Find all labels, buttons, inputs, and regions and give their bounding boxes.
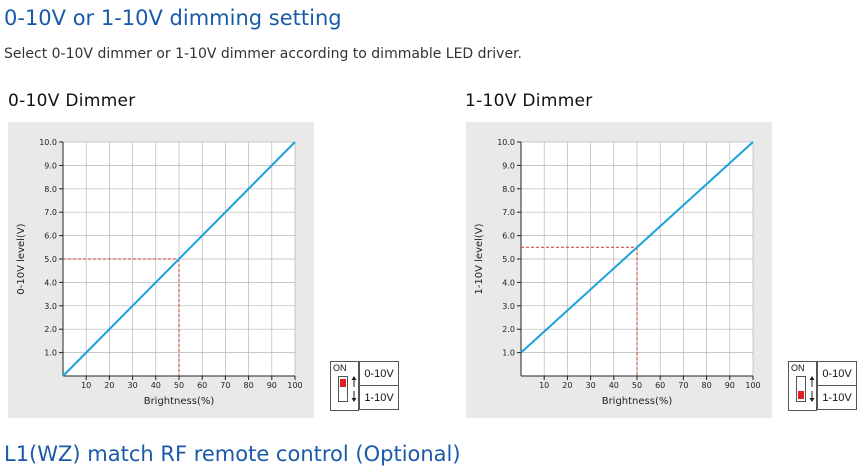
switch-track <box>796 376 806 402</box>
x-tick-label: 10 <box>81 381 91 390</box>
y-tick-label: 8.0 <box>44 185 57 194</box>
x-axis-label: Brightness(%) <box>602 396 673 407</box>
switch-knob <box>340 379 346 387</box>
y-tick-label: 1.0 <box>502 349 515 358</box>
y-tick-label: 10.0 <box>39 138 57 147</box>
x-tick-label: 40 <box>609 381 619 390</box>
x-tick-label: 30 <box>128 381 138 390</box>
y-tick-label: 3.0 <box>502 302 515 311</box>
switch-on-label: ON <box>791 363 805 373</box>
chart-title-1-10v: 1-10V Dimmer <box>465 91 593 111</box>
x-tick-label: 20 <box>562 381 572 390</box>
dip-switch-1-10v: ON 0-10V 1-10V <box>786 361 857 412</box>
chart-0-10v: 1.0 2.0 3.0 4.0 5.0 6.0 7.0 8.0 9.0 10.0 10 20 30 40 5… <box>16 138 303 407</box>
switch-track <box>338 376 348 402</box>
y-tick-label: 7.0 <box>44 208 57 217</box>
y-tick-label: 6.0 <box>44 232 57 241</box>
chart-panel-0-10v: 1.0 2.0 3.0 4.0 5.0 6.0 7.0 8.0 9.0 10.0 10 20 30 40 5… <box>8 122 314 418</box>
y-tick-label: 9.0 <box>502 161 515 170</box>
series-line <box>520 141 754 354</box>
chart-panel-1-10v: 1.0 2.0 3.0 4.0 5.0 6.0 7.0 8.0 9.0 10.0 10 20 30 40 5… <box>466 122 772 418</box>
switch-on-label: ON <box>333 363 347 373</box>
x-tick-label: 60 <box>197 381 207 390</box>
x-tick-label: 70 <box>678 381 688 390</box>
y-tick-label: 3.0 <box>44 302 57 311</box>
y-tick-label: 6.0 <box>502 232 515 241</box>
chart-title-0-10v: 0-10V Dimmer <box>8 91 136 111</box>
y-tick-label: 5.0 <box>502 255 515 264</box>
switch-body: ON <box>788 361 817 411</box>
up-down-arrow-icon <box>809 376 815 402</box>
y-tick-label: 1.0 <box>44 349 57 358</box>
x-tick-label: 20 <box>104 381 114 390</box>
dip-switch-0-10v: ON 0-10V 1-10V <box>328 361 399 412</box>
x-tick-label: 30 <box>586 381 596 390</box>
switch-option-0-10v: 0-10V <box>359 361 399 386</box>
switch-option-1-10v: 1-10V <box>359 385 399 410</box>
page-heading: 0-10V or 1-10V dimming setting <box>4 6 342 30</box>
x-tick-label: 60 <box>655 381 665 390</box>
y-tick-label: 4.0 <box>44 278 57 287</box>
up-down-arrow-icon <box>351 376 357 402</box>
y-axis-label: 0-10V level(V) <box>16 223 27 294</box>
switch-option-1-10v: 1-10V <box>817 385 857 410</box>
y-tick-label: 9.0 <box>44 161 57 170</box>
y-tick-label: 2.0 <box>44 325 57 334</box>
x-tick-label: 40 <box>151 381 161 390</box>
x-axis-label: Brightness(%) <box>144 396 215 407</box>
x-tick-label: 50 <box>632 381 642 390</box>
chart-1-10v: 1.0 2.0 3.0 4.0 5.0 6.0 7.0 8.0 9.0 10.0 10 20 30 40 5… <box>474 138 761 407</box>
x-tick-label: 90 <box>267 381 277 390</box>
x-tick-label: 100 <box>745 381 760 390</box>
intro-text: Select 0-10V dimmer or 1-10V dimmer acco… <box>4 46 522 62</box>
y-tick-label: 4.0 <box>502 278 515 287</box>
switch-body: ON <box>330 361 359 411</box>
y-tick-label: 7.0 <box>502 208 515 217</box>
x-tick-label: 70 <box>220 381 230 390</box>
switch-option-0-10v: 0-10V <box>817 361 857 386</box>
x-tick-label: 80 <box>702 381 712 390</box>
section-heading-rf-remote: L1(WZ) match RF remote control (Optional… <box>4 442 461 466</box>
y-tick-label: 2.0 <box>502 325 515 334</box>
x-tick-label: 80 <box>244 381 254 390</box>
x-tick-label: 10 <box>539 381 549 390</box>
y-axis-label: 1-10V level(V) <box>474 223 485 294</box>
y-tick-label: 5.0 <box>44 255 57 264</box>
y-tick-label: 10.0 <box>497 138 515 147</box>
y-tick-label: 8.0 <box>502 185 515 194</box>
x-tick-label: 100 <box>287 381 302 390</box>
x-tick-label: 50 <box>174 381 184 390</box>
series-line <box>62 141 296 377</box>
switch-knob <box>798 391 804 399</box>
x-tick-label: 90 <box>725 381 735 390</box>
